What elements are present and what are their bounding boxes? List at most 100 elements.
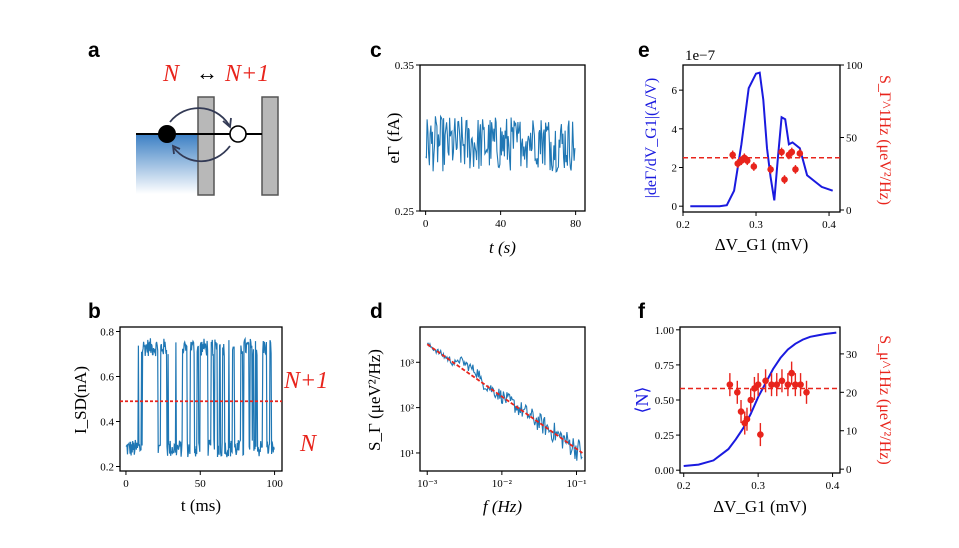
panel-e-data-point <box>750 163 758 170</box>
panel-e-y-left-axis-label: |deΓ/dV_G1|(A/V) <box>643 78 660 199</box>
panel-b-y-tick-label: 0.8 <box>100 327 114 339</box>
panel-f-data-point <box>773 381 781 388</box>
panel-b-signal-line <box>125 336 275 458</box>
panel-c-x-tick-label: 80 <box>570 218 582 230</box>
panel-b-letter: b <box>88 300 101 323</box>
panel-e-y-right-tick-label: 0 <box>846 205 852 217</box>
panel-e-data-point <box>792 166 799 173</box>
panel-f-frame <box>679 326 841 474</box>
panel-f-y-right-tick-label: 30 <box>846 349 858 361</box>
panel-d-x-axis-label: f (Hz) <box>483 497 523 516</box>
panel-f-y-left-tick-label: 0.75 <box>655 360 675 372</box>
panel-f-data-point <box>792 381 799 388</box>
panel-f-data-point <box>747 396 754 404</box>
panel-b-x-axis-label: t (ms) <box>181 496 221 515</box>
panel-e-x-axis-label: ΔV_G1 (mV) <box>715 235 809 254</box>
state-n-plus-1-label: N+1 <box>224 61 269 87</box>
panel-d-y-tick-label: 10¹ <box>400 448 414 460</box>
panel-d-x-tick-label: 10⁻³ <box>417 478 438 490</box>
panel-f-data-point <box>778 377 786 385</box>
panel-a-letter: a <box>88 39 100 62</box>
panel-f-y-right-tick-label: 10 <box>846 426 858 438</box>
panel-e-offset-label: 1e−7 <box>685 48 716 64</box>
panel-e-y-left-tick-label: 0 <box>672 201 678 213</box>
panel-d-y-axis-label: S_Γ (μeV²/Hz) <box>365 349 384 451</box>
panel-f-x-axis-label: ΔV_G1 (mV) <box>713 497 807 516</box>
panel-e-x-tick-label: 0.2 <box>676 219 690 231</box>
panel-f-x-tick-label: 0.2 <box>677 480 691 492</box>
panel-f-data-point <box>803 389 810 396</box>
panel-e-frame <box>682 64 841 213</box>
panel-e-y-left-tick-label: 2 <box>672 163 678 175</box>
panel-c-letter: c <box>370 39 382 62</box>
panel-f-y-right-axis-label: S_μ^1Hz (μeV²/Hz) <box>876 335 893 464</box>
state-n-label: N <box>162 61 181 87</box>
panel-f-data-point <box>754 381 762 388</box>
panel-d-x-tick-label: 10⁻² <box>492 478 513 490</box>
panel-c-y-tick-label: 0.35 <box>395 60 415 72</box>
panel-b-x-tick-label: 0 <box>123 478 129 490</box>
panel-f-y-right-tick-label: 20 <box>846 387 858 399</box>
panel-e-data-point <box>796 150 804 157</box>
panel-f-y-left-axis-label: ⟨N⟩ <box>632 386 652 413</box>
panel-f-y-left-tick-label: 0.50 <box>655 395 675 407</box>
panel-b-state-lower-label: N <box>299 431 318 457</box>
panel-f-occupation-line <box>683 331 837 467</box>
panel-c-signal-line <box>425 114 576 173</box>
panel-f-y-left-tick-label: 1.00 <box>655 325 675 337</box>
panel-c-y-axis-label: eΓ (fA) <box>384 113 403 164</box>
panel-f-data-point <box>788 369 795 377</box>
panel-f-data-point <box>743 415 751 423</box>
panel-d-y-tick-label: 10² <box>400 403 415 415</box>
panel-f-y-left-tick-label: 0.25 <box>655 430 675 442</box>
reservoir <box>136 134 198 194</box>
panel-e-y-right-tick-label: 100 <box>846 60 863 72</box>
panel-f-data-point <box>737 408 745 415</box>
tunnel-barrier-left <box>197 96 215 196</box>
panel-e-data-point <box>729 151 736 159</box>
panel-b-frame <box>119 326 283 472</box>
panel-e-letter: e <box>638 39 650 62</box>
panel-d-fit-line <box>426 343 583 454</box>
panel-b-x-tick-label: 100 <box>266 478 283 490</box>
panel-e-x-tick-label: 0.3 <box>749 219 763 231</box>
tunnel-out-arrowhead <box>171 144 181 155</box>
panel-e-derivative-line <box>690 71 834 208</box>
panel-e-data-point <box>767 166 774 173</box>
panel-e-y-left-tick-label: 6 <box>672 85 678 97</box>
panel-e-data-point <box>743 157 751 164</box>
panel-c-x-axis-label: t (s) <box>489 238 516 257</box>
panel-b-x-tick-label: 50 <box>195 478 207 490</box>
panel-d-x-tick-label: 10⁻¹ <box>566 478 586 490</box>
panel-b-state-upper-label: N+1 <box>283 368 328 394</box>
panel-c-x-tick-label: 0 <box>423 218 429 230</box>
panel-f-y-right-tick-label: 0 <box>846 464 852 476</box>
panel-f-y-left-tick-label: 0.00 <box>655 465 675 477</box>
panel-f-data-point <box>726 381 734 388</box>
panel-f-letter: f <box>638 300 646 323</box>
panel-f-data-point <box>734 389 741 396</box>
panel-e-data-point <box>778 148 785 156</box>
panel-f-data-point <box>762 377 769 385</box>
tunnel-out-arrow <box>173 145 231 163</box>
panel-e-y-left-tick-label: 4 <box>672 124 678 136</box>
panel-a-schematic: N ↔ N+1 <box>136 60 279 196</box>
filled-electron-icon <box>158 125 176 143</box>
panel-c-y-tick-label: 0.25 <box>395 206 415 218</box>
panel-f-x-tick-label: 0.4 <box>826 480 840 492</box>
transition-arrow: ↔ <box>196 60 218 85</box>
panel-c-x-tick-label: 40 <box>495 218 507 230</box>
tunnel-in-arrow <box>169 107 230 126</box>
panel-b-y-tick-label: 0.2 <box>100 462 114 474</box>
panel-b-y-tick-label: 0.6 <box>100 372 114 384</box>
panel-b-y-axis-label: I_SD(nA) <box>71 366 90 434</box>
panel-e-data-point <box>781 176 788 183</box>
panel-d-frame <box>419 326 586 472</box>
empty-level-icon <box>229 125 247 143</box>
panel-d-y-tick-label: 10³ <box>400 357 415 369</box>
panel-c-frame <box>419 64 586 212</box>
tunnel-in-arrowhead <box>222 117 232 129</box>
panel-d-letter: d <box>370 300 383 323</box>
